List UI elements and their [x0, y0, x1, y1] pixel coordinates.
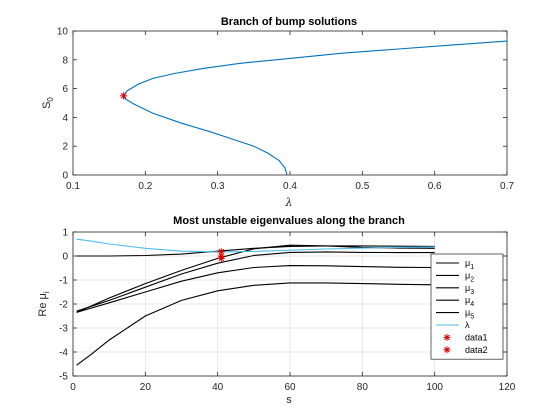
x-axis-label: s [286, 394, 292, 406]
x-axis-label: λ [285, 196, 293, 209]
y-tick-label: 0 [62, 252, 68, 263]
legend-label: data2 [465, 345, 488, 355]
legend-entry: μ3 [436, 283, 474, 296]
legend-entry: μ1 [436, 258, 474, 271]
legend-label: μ3 [465, 283, 474, 296]
x-tick-label: 80 [357, 382, 369, 393]
y-axis-label: S0 [41, 97, 55, 109]
legend-entry: μ5 [436, 308, 474, 321]
x-tick-label: 40 [212, 382, 224, 393]
y-tick-label: -4 [59, 348, 68, 359]
y-tick-label: 6 [62, 84, 68, 95]
x-tick-label: 0.2 [138, 181, 152, 192]
x-tick-label: 0 [70, 382, 76, 393]
y-axis-label: Re μi [37, 291, 51, 316]
legend-label: μ2 [465, 270, 474, 283]
x-tick-label: 20 [140, 382, 152, 393]
chart-eigenvalues: Most unstable eigenvalues along the bran… [37, 215, 516, 406]
legend-entry: data2 [443, 345, 488, 355]
y-tick-label: -1 [59, 276, 68, 287]
y-tick-label: 0 [62, 171, 68, 182]
legend-label: μ4 [465, 295, 474, 308]
legend-entry: λ [436, 320, 470, 330]
y-tick-label: -2 [59, 300, 68, 311]
legend-label: λ [465, 320, 470, 330]
x-tick-label: 0.7 [500, 181, 514, 192]
series-line-5 [76, 282, 435, 366]
legend-label: data1 [465, 332, 488, 342]
series-line-4 [76, 265, 435, 313]
plot-area [73, 31, 507, 175]
y-tick-label: 4 [62, 113, 68, 124]
y-tick-label: 1 [62, 228, 68, 239]
legend-entry: μ4 [436, 295, 474, 308]
x-tick-label: 120 [499, 382, 516, 393]
chart-title: Branch of bump solutions [221, 16, 357, 28]
series-line-6 [76, 238, 435, 253]
series-line-3 [76, 251, 435, 312]
x-tick-label: 0.6 [428, 181, 442, 192]
x-tick-label: 0.1 [66, 181, 80, 192]
legend-marker [443, 333, 451, 341]
y-tick-label: 10 [57, 27, 69, 38]
legend-label: μ5 [465, 308, 474, 321]
y-tick-label: 8 [62, 55, 68, 66]
legend-label: μ1 [465, 258, 474, 271]
legend-entry: μ2 [436, 270, 474, 283]
legend-entry: data1 [443, 332, 488, 342]
x-tick-label: 0.5 [355, 181, 369, 192]
x-tick-label: 0.3 [211, 181, 225, 192]
data-marker [120, 92, 128, 100]
legend-box [430, 253, 504, 360]
chart-branch: Branch of bump solutions 0.1 0.2 0.3 0.4 0.5… [41, 16, 514, 209]
y-tick-label: 2 [62, 142, 68, 153]
y-tick-label: -3 [59, 324, 68, 335]
chart-title: Most unstable eigenvalues along the bran… [173, 215, 405, 227]
y-tick-label: -5 [59, 372, 68, 383]
x-tick-label: 60 [284, 382, 296, 393]
x-tick-label: 0.4 [283, 181, 297, 192]
x-tick-label: 100 [426, 382, 443, 393]
data-marker-data2 [217, 254, 225, 262]
legend-marker [443, 346, 451, 354]
